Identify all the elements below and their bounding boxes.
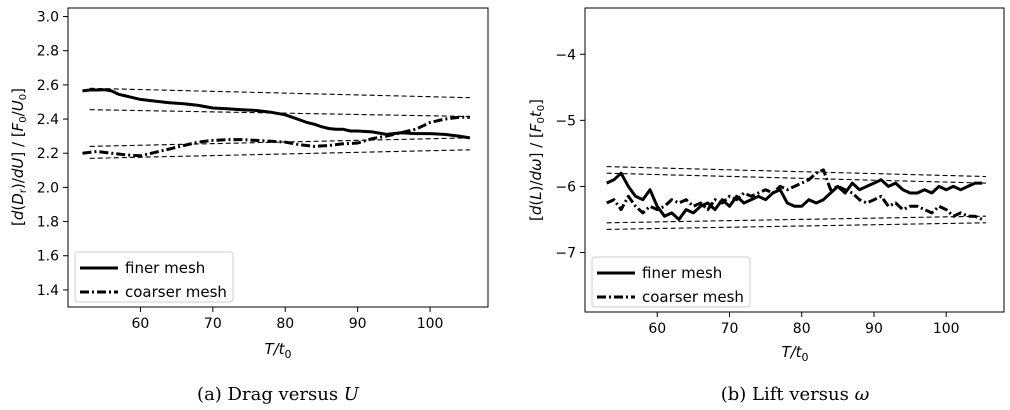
series-group [82,88,471,158]
plot-frame [67,7,489,308]
y-tick-label: 3.0 [37,10,59,26]
series-line-finer-mesh [606,171,983,221]
reference-lines [89,87,470,159]
x-tick-label: 100 [933,321,960,337]
y-tick-label: 2.2 [37,146,59,162]
y-tick-label: 2.6 [37,78,59,94]
x-tick-label: 80 [793,321,811,337]
y-tick-label: −7 [555,246,576,262]
reference-line [89,87,470,99]
reference-line [89,109,470,118]
y-ticks: −7 −6 −5 −4 [555,47,585,262]
caption-a: (a) Drag versus U [197,384,360,405]
series-line-finer-mesh [82,88,471,140]
y-axis-label: [d(Dr)/dU] / [F0/U0] [9,88,29,226]
x-tick-label: 60 [648,321,666,337]
legend: finer mesh coarser mesh [591,256,751,308]
reference-line [606,166,986,178]
legend: finer mesh coarser mesh [74,251,234,303]
y-ticks: 1.4 1.6 1.8 2.0 2.2 2.4 2.6 2.8 3.0 [37,10,68,299]
y-axis-label: [d(L)/dω] / [F0t0] [527,99,547,221]
x-ticks: 60 70 80 90 100 [131,307,443,332]
y-tick-label: 1.8 [37,215,59,231]
x-axis-label: T/t0 [781,343,808,364]
x-tick-label: 70 [204,316,222,332]
chart-drag-versus-u: 60 70 80 90 100 1.41.61.82.02.22.42.62.83.0 … [9,7,489,405]
y-tick-label: 1.6 [37,249,59,265]
legend-label-finer-mesh: finer mesh [642,264,722,282]
series-group [606,168,983,221]
reference-line [606,172,986,184]
x-ticks: 60 70 80 90 100 [648,312,960,337]
x-axis-label: T/t0 [264,340,291,361]
y-tick-label: 1.4 [37,283,59,299]
y-tick-label: −4 [555,47,576,63]
legend-label-coarser-mesh: coarser mesh [642,288,744,306]
y-tick-label: 2.8 [37,44,59,60]
x-tick-label: 80 [276,316,294,332]
reference-line [89,137,470,147]
x-tick-label: 60 [131,316,149,332]
caption-b: (b) Lift versus ω [721,384,870,405]
reference-line [606,215,986,224]
y-tick-label: 2.0 [37,180,59,196]
legend-label-finer-mesh: finer mesh [125,259,205,277]
reference-lines [606,166,986,230]
y-tick-label: 2.4 [37,112,59,128]
x-tick-label: 70 [721,321,739,337]
y-tick-label: −6 [555,179,576,195]
plot-frame [584,7,1005,313]
x-tick-label: 90 [349,316,367,332]
y-tick-label: −5 [555,113,576,129]
x-tick-label: 90 [865,321,883,337]
series-line-coarser-mesh [606,168,983,221]
legend-label-coarser-mesh: coarser mesh [125,283,227,301]
chart-lift-versus-omega: 60 70 80 90 100 −7 −6 −5 −4 T/t0 [d(L)/dω] / [F… [527,7,1005,405]
reference-line [89,149,470,159]
x-tick-label: 100 [417,316,444,332]
series-line-coarser-mesh [82,115,470,158]
reference-line [606,222,986,230]
